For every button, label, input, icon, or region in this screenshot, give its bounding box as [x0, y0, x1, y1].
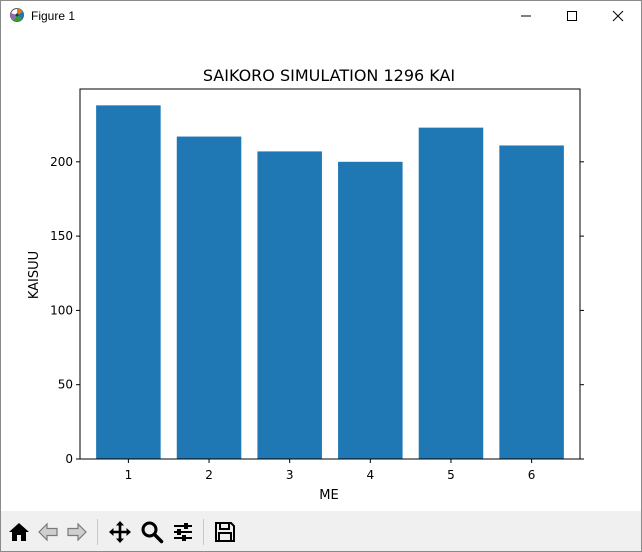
arrow-right-icon — [67, 522, 87, 542]
bar-3 — [257, 151, 322, 459]
toolbar-separator — [97, 519, 98, 545]
bar-chart: 1 2 3 4 5 6 0 50 100 150 200 SAIKORO SIMULATION 12… — [27, 66, 584, 503]
title-bar[interactable]: Figure 1 — [1, 1, 641, 31]
minimize-icon — [521, 15, 531, 17]
minimize-button[interactable] — [503, 1, 549, 31]
figure-canvas[interactable]: 1 2 3 4 5 6 0 50 100 150 200 SAIKORO SIMULATION 12… — [1, 31, 641, 511]
y-tick-label: 0 — [65, 452, 73, 466]
bar-2 — [176, 136, 242, 460]
move-icon — [109, 521, 131, 543]
matplotlib-icon — [10, 8, 24, 22]
maximize-icon — [567, 11, 577, 21]
navigation-toolbar — [1, 511, 641, 551]
bar-4 — [338, 161, 403, 459]
close-icon — [612, 10, 624, 22]
sliders-icon — [174, 523, 192, 541]
plot-frame — [79, 88, 581, 460]
pan-button[interactable] — [106, 518, 134, 546]
x-tick-label: 4 — [367, 468, 375, 482]
toolbar-separator — [203, 519, 204, 545]
bar-group — [96, 105, 564, 460]
y-tick-label: 150 — [50, 229, 73, 243]
x-tick-label: 2 — [205, 468, 213, 482]
magnifier-icon — [141, 521, 164, 544]
y-tick-label: 100 — [50, 303, 73, 317]
axes: 1 2 3 4 5 6 0 50 100 150 200 — [50, 88, 584, 482]
x-tick-label: 5 — [447, 468, 455, 482]
zoom-button[interactable] — [138, 518, 166, 546]
y-tick-label: 50 — [58, 378, 73, 392]
x-tick-label: 3 — [286, 468, 294, 482]
bar-1 — [96, 105, 161, 459]
forward-button[interactable] — [63, 518, 91, 546]
x-axis-label: ME — [319, 488, 338, 503]
chart-title: SAIKORO SIMULATION 1296 KAI — [203, 66, 455, 85]
back-button[interactable] — [34, 518, 62, 546]
bar-5 — [418, 127, 484, 459]
y-tick-label: 200 — [50, 155, 73, 169]
save-button[interactable] — [211, 518, 239, 546]
configure-subplots-button[interactable] — [169, 518, 197, 546]
arrow-left-icon — [38, 522, 58, 542]
floppy-disk-icon — [215, 522, 235, 542]
close-button[interactable] — [595, 1, 641, 31]
home-icon — [9, 523, 29, 541]
x-tick-label: 6 — [528, 468, 536, 482]
x-tick-label: 1 — [125, 468, 133, 482]
bar-6 — [499, 145, 564, 459]
maximize-button[interactable] — [549, 1, 595, 31]
y-axis-label: KAISUU — [27, 251, 42, 299]
home-button[interactable] — [5, 518, 33, 546]
window-title: Figure 1 — [31, 9, 76, 23]
